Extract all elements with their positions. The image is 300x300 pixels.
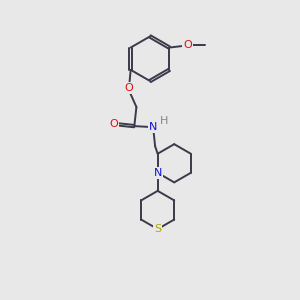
Text: O: O: [183, 40, 192, 50]
Text: N: N: [149, 122, 158, 132]
Text: S: S: [154, 224, 161, 234]
Text: H: H: [160, 116, 169, 126]
Text: O: O: [124, 83, 134, 93]
Text: O: O: [110, 119, 118, 129]
Text: N: N: [154, 168, 162, 178]
